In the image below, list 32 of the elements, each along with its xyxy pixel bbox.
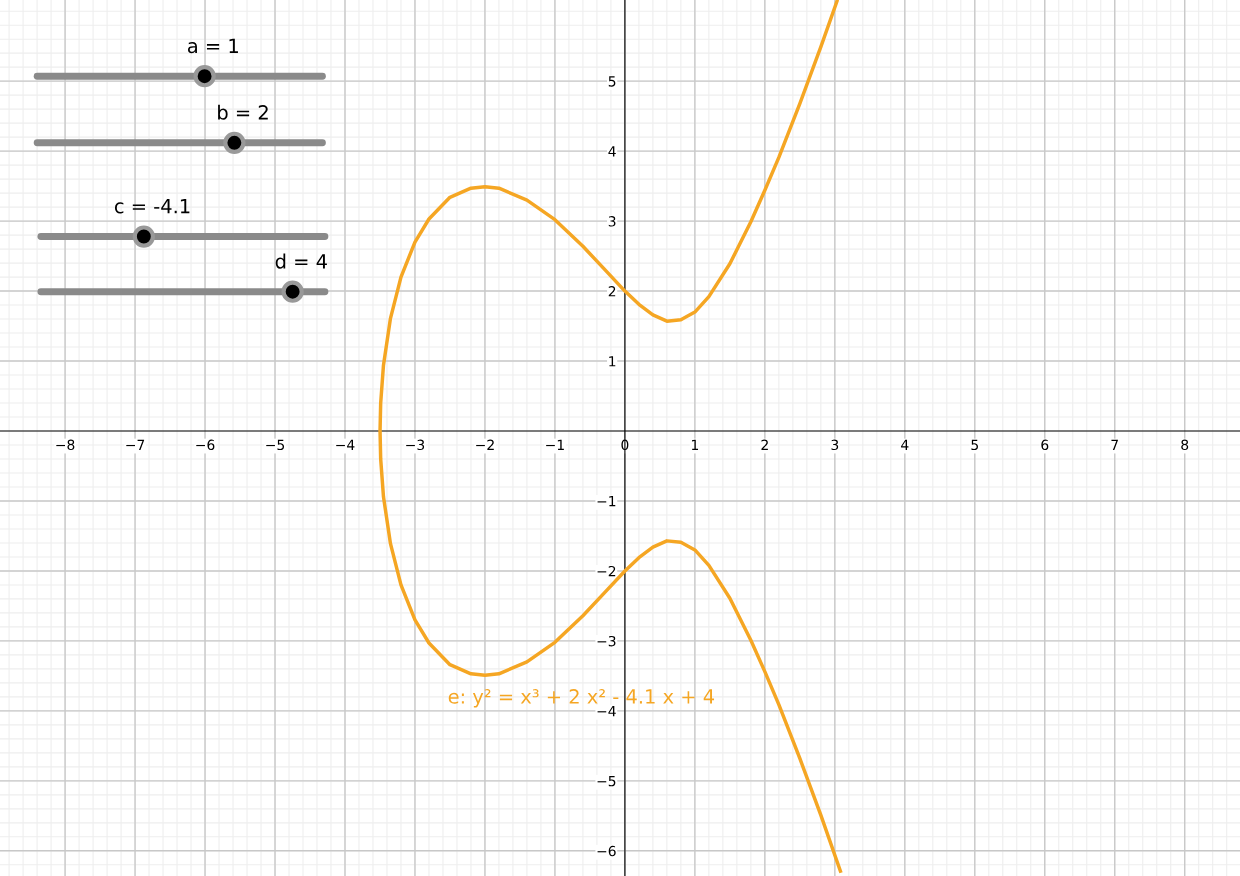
annotation: d = 4 [275,253,327,269]
x-tick-label: −4 [336,439,355,450]
x-tick-label: −1 [546,439,564,450]
y-tick-label: −2 [597,565,616,577]
x-tick-label: −3 [406,439,425,451]
x-tick-label: 1 [691,439,699,450]
x-tick-label: 3 [831,439,839,451]
x-tick-label: 5 [971,439,978,451]
x-tick-label: 4 [901,439,909,450]
annotation: c = -4.1 [114,199,190,214]
y-tick-label: −3 [597,635,616,647]
y-tick-label: −6 [597,845,616,857]
annotation: a = 1 [187,38,238,54]
y-tick-label: −5 [597,775,616,787]
annotation: b = 2 [218,104,268,120]
y-tick-label: −1 [597,496,616,507]
x-tick-label: 8 [1181,439,1189,451]
y-tick-label: 3 [608,216,616,227]
x-tick-label: 2 [761,439,768,450]
x-tick-label: 6 [1041,439,1049,451]
y-tick-label: 5 [608,76,616,87]
x-tick-label: −5 [266,439,285,451]
x-tick-label: −2 [476,439,494,450]
x-tick-label: −6 [196,439,215,451]
y-tick-label: 4 [608,146,616,157]
x-tick-label: −7 [126,439,145,450]
y-tick-label: 1 [609,356,616,367]
x-tick-label: −8 [56,439,75,451]
line-series [378,0,843,873]
y-tick-label: −4 [597,706,616,717]
x-tick-label: 7 [1111,439,1118,450]
y-tick-label: 2 [608,286,616,297]
